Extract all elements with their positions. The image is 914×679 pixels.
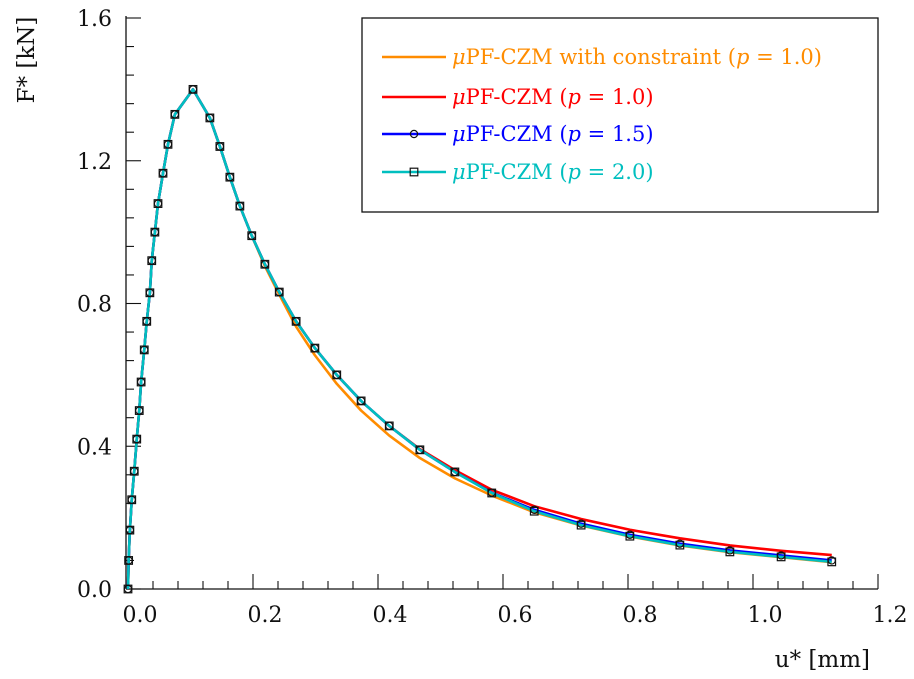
x-tick-label: 0.8: [623, 603, 658, 628]
series-4-square-marker: [625, 531, 635, 541]
series-4-square-marker: [139, 345, 149, 355]
series-4-square-marker: [132, 434, 142, 444]
x-axis-title: u* [mm]: [775, 647, 870, 673]
y-tick-label: 0.0: [77, 578, 112, 603]
x-tick-label: 0.4: [373, 603, 408, 628]
series-4-square-marker: [235, 201, 245, 211]
x-tick-label: 0.2: [248, 603, 283, 628]
series-4-square-marker: [136, 377, 146, 387]
series-4-square-marker: [215, 142, 225, 151]
series-4-square-marker: [123, 584, 133, 594]
series-4-square-marker: [145, 288, 155, 298]
legend-label-4: μPF-CZM (p = 2.0): [452, 160, 654, 184]
axes: 0.0 0.2 0.4 0.6 0.8 1.0 1.2 0.0 0.4 0.8 1.2 1.6: [77, 7, 908, 628]
series-4-square-marker: [260, 259, 270, 269]
legend: μPF-CZM with constraint (p = 1.0) μPF-CZM…: [361, 17, 879, 213]
series-4-square-marker: [274, 287, 284, 297]
y-tick-label: 1.6: [77, 7, 112, 32]
series-4-square-marker: [125, 525, 135, 535]
series-4-square-marker: [487, 488, 497, 498]
series-group: [123, 84, 837, 594]
series-line-4: [126, 88, 832, 590]
series-4-square-marker: [153, 199, 163, 208]
legend-label-3: μPF-CZM (p = 1.5): [452, 122, 654, 146]
series-4-square-marker: [356, 396, 366, 406]
series-4-square-marker: [675, 540, 685, 550]
series-4-square-marker: [576, 520, 586, 530]
series-4-square-marker: [170, 109, 180, 119]
series-4-square-marker: [134, 406, 144, 415]
series-4-square-marker: [384, 421, 394, 431]
y-tick-label: 0.4: [77, 435, 112, 460]
series-4-square-marker: [725, 547, 735, 557]
legend-label-2: μPF-CZM (p = 1.0): [452, 85, 654, 109]
x-tick-label: 0.6: [498, 603, 533, 628]
series-4-square-marker: [127, 495, 137, 505]
series-4-square-marker: [188, 84, 198, 94]
series-4-square-marker: [147, 256, 157, 266]
x-tick-label: 1.2: [873, 603, 908, 628]
series-4-square-marker: [129, 466, 139, 476]
x-tick-label: 1.0: [748, 603, 783, 628]
series-4-square-marker: [225, 172, 235, 182]
series-4-square-marker: [163, 139, 173, 149]
series-4-square-marker: [205, 113, 215, 123]
series-4-square-marker: [529, 506, 539, 516]
series-4-square-marker: [291, 316, 301, 326]
series-4-square-marker: [124, 556, 134, 565]
series-4-square-marker: [415, 445, 425, 455]
series-4-square-marker: [776, 552, 786, 562]
series-4-square-marker: [450, 467, 460, 477]
legend-label-1: μPF-CZM with constraint (p = 1.0): [452, 45, 822, 69]
y-tick-label: 0.8: [77, 293, 112, 318]
series-4-square-marker: [332, 370, 342, 380]
series-4-square-marker: [310, 343, 320, 353]
series-4-square-marker: [827, 557, 837, 567]
y-tick-label: 1.2: [77, 150, 112, 175]
x-tick-label: 0.0: [123, 603, 158, 628]
series-4-square-marker: [150, 227, 160, 237]
y-axis-title: F* [kN]: [14, 17, 40, 104]
series-4-square-marker: [158, 168, 168, 178]
legend-square-marker: [409, 167, 419, 177]
series-4-square-marker: [247, 231, 257, 241]
legend-box: [361, 17, 879, 213]
legend-circle-marker: [409, 129, 419, 139]
series-4-square-marker: [142, 316, 152, 326]
